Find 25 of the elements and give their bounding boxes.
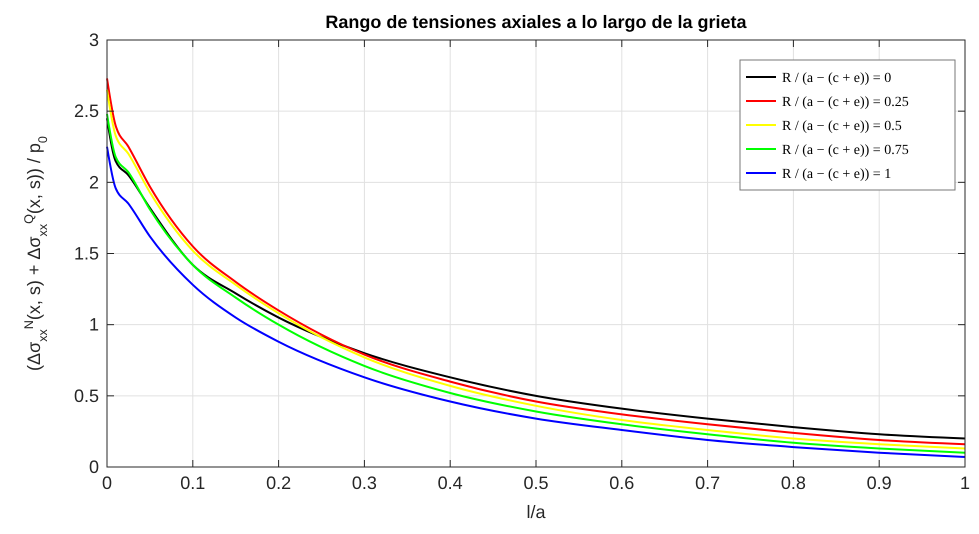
y-tick-label: 0.5 — [74, 386, 99, 406]
y-tick-label: 2.5 — [74, 101, 99, 122]
legend-label: R / (a − (c + e)) = 0 — [782, 71, 892, 86]
y-tick-label: 1 — [88, 314, 99, 335]
x-tick-label: 0.7 — [695, 473, 720, 493]
x-tick-label: 0.3 — [352, 473, 377, 493]
chart-title: Rango de tensiones axiales a lo largo de la grieta — [325, 12, 748, 32]
legend-label: R / (a − (c + e)) = 0.25 — [782, 95, 909, 110]
x-tick-label: 0.9 — [866, 473, 892, 493]
y-tick-label: 1.5 — [74, 244, 99, 264]
x-tick-label: 1 — [960, 473, 970, 493]
x-tick-label: 0.5 — [523, 473, 549, 493]
y-tick-label: 2 — [88, 172, 99, 192]
legend-label: R / (a − (c + e)) = 0.75 — [782, 143, 909, 158]
x-tick-label: 0.4 — [438, 473, 463, 493]
legend-label: R / (a − (c + e)) = 1 — [782, 167, 892, 182]
x-tick-label: 0.1 — [180, 473, 206, 493]
x-tick-label: 0.6 — [609, 473, 634, 493]
y-tick-label: 0 — [88, 457, 99, 477]
x-axis-title: l/a — [526, 502, 546, 522]
legend-label: R / (a − (c + e)) = 0.5 — [782, 119, 902, 134]
y-tick-label: 3 — [88, 30, 99, 50]
x-tick-label: 0.8 — [780, 473, 806, 493]
x-tick-label: 0.2 — [266, 473, 292, 493]
x-tick-label: 0 — [102, 473, 112, 493]
